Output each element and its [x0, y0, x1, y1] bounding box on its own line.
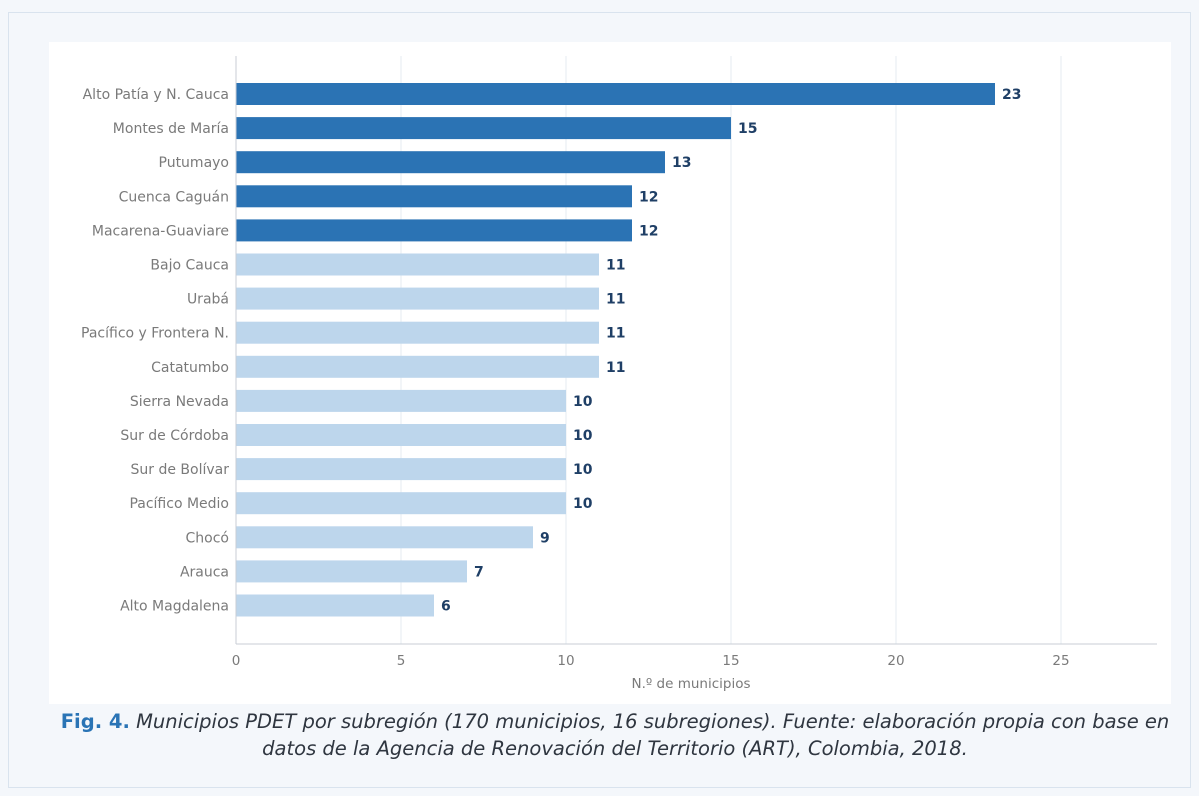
bar — [236, 287, 599, 310]
bar — [236, 355, 599, 378]
bar — [236, 151, 665, 174]
bar — [236, 389, 566, 412]
chart-panel: 23 Alto Patía y N. Cauca 15 Montes de María… — [49, 42, 1171, 704]
bar-value-label: 11 — [606, 326, 625, 342]
bar-value-label: 13 — [672, 155, 691, 171]
figure-caption: Fig. 4. Municipios PDET por subregión (1… — [60, 708, 1170, 762]
bar — [236, 117, 731, 140]
bar-value-label: 10 — [573, 428, 593, 444]
x-tick-label: 0 — [232, 653, 241, 669]
x-tick-label: 10 — [557, 653, 574, 669]
bar-value-label: 6 — [441, 599, 451, 615]
bar-value-label: 12 — [639, 189, 658, 205]
bar-value-label: 10 — [573, 462, 593, 478]
x-tick-label: 25 — [1052, 653, 1069, 669]
bar — [236, 219, 632, 242]
category-label: Putumayo — [159, 155, 230, 171]
bar-value-label: 11 — [606, 360, 625, 376]
category-label: Cuenca Caguán — [119, 189, 229, 205]
category-label: Alto Patía y N. Cauca — [83, 87, 229, 103]
bar-value-label: 11 — [606, 292, 625, 308]
bar-value-label: 10 — [573, 394, 593, 410]
category-label: Bajo Cauca — [150, 258, 229, 274]
caption-text: Municipios PDET por subregión (170 munic… — [136, 710, 1170, 760]
category-label: Catatumbo — [151, 360, 229, 376]
x-tick-label: 5 — [397, 653, 406, 669]
category-label: Sierra Nevada — [130, 394, 229, 410]
bar-value-label: 23 — [1002, 87, 1021, 103]
bar — [236, 492, 566, 515]
bar-value-label: 12 — [639, 223, 658, 239]
x-axis-label: N.º de municipios — [631, 676, 750, 692]
bar-chart: 23 Alto Patía y N. Cauca 15 Montes de María… — [81, 56, 1157, 692]
bar — [236, 424, 566, 446]
category-label: Macarena-Guaviare — [92, 223, 229, 239]
category-label: Alto Magdalena — [120, 599, 229, 615]
category-label: Arauca — [180, 564, 229, 580]
caption-label: Fig. 4. — [60, 710, 130, 733]
category-label: Chocó — [186, 530, 229, 546]
bar-value-label: 9 — [540, 530, 550, 546]
bar-value-label: 15 — [738, 121, 757, 137]
bar — [236, 560, 467, 583]
category-label: Urabá — [187, 292, 229, 308]
category-label: Montes de María — [113, 121, 229, 137]
bar — [236, 594, 434, 617]
bar — [236, 458, 566, 481]
bar-value-label: 11 — [606, 258, 625, 274]
bar — [236, 253, 599, 276]
x-tick-label: 20 — [887, 653, 904, 669]
x-tick-label: 15 — [722, 653, 739, 669]
bar-value-label: 10 — [573, 496, 593, 512]
bar — [236, 185, 632, 208]
bar — [236, 321, 599, 344]
category-label: Pacífico y Frontera N. — [81, 326, 229, 342]
bar — [236, 83, 995, 105]
category-label: Sur de Córdoba — [120, 428, 229, 444]
bar-value-label: 7 — [474, 564, 484, 580]
category-label: Sur de Bolívar — [131, 462, 230, 478]
bar — [236, 526, 533, 549]
category-label: Pacífico Medio — [129, 496, 229, 512]
